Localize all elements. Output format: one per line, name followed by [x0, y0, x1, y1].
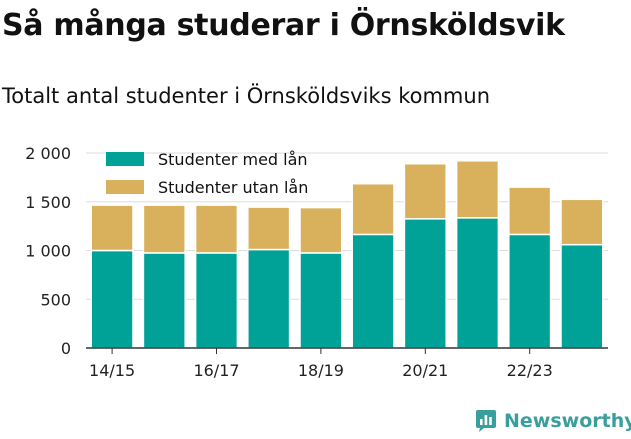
- newsworthy-logo-icon: [476, 410, 496, 432]
- newsworthy-brand: Newsworthy: [475, 406, 631, 436]
- bar-studenter-utan-lan: [351, 182, 395, 236]
- bar-studenter-utan-lan: [455, 160, 500, 219]
- bar-studenter-med-lan: [508, 233, 552, 349]
- bar-studenter-utan-lan: [403, 162, 447, 220]
- y-tick-label: 500: [40, 290, 71, 309]
- bar-studenter-utan-lan: [247, 206, 291, 251]
- y-tick-label: 0: [61, 339, 71, 358]
- y-tick-label: 1 000: [25, 242, 71, 261]
- y-tick-label: 1 500: [25, 193, 71, 212]
- bar-studenter-utan-lan: [194, 204, 239, 254]
- bar-studenter-utan-lan: [142, 204, 186, 254]
- bar-studenter-med-lan: [90, 249, 134, 349]
- y-tick-label: 2 000: [25, 144, 71, 163]
- x-tick-label: 16/17: [193, 361, 239, 380]
- bar-studenter-med-lan: [142, 252, 186, 349]
- bar-studenter-med-lan: [560, 243, 604, 349]
- x-tick-label: 20/21: [402, 361, 448, 380]
- legend-label: Studenter utan lån: [158, 178, 308, 197]
- legend: Studenter med lån Studenter utan lån: [106, 150, 308, 197]
- bar-studenter-utan-lan: [560, 198, 604, 246]
- bar-studenter-med-lan: [403, 218, 447, 349]
- x-tick-label: 14/15: [89, 361, 135, 380]
- bar-studenter-utan-lan: [508, 186, 552, 236]
- legend-swatch: [106, 152, 144, 166]
- bar-studenter-med-lan: [299, 252, 343, 349]
- chart-subtitle: Totalt antal studenter i Örnsköldsviks k…: [2, 84, 491, 108]
- legend-label: Studenter med lån: [158, 150, 308, 169]
- legend-swatch: [106, 180, 144, 194]
- bar-studenter-utan-lan: [299, 206, 343, 254]
- bar-studenter-utan-lan: [90, 204, 134, 252]
- bar-studenter-med-lan: [194, 252, 239, 349]
- brand-name: Newsworthy: [504, 410, 631, 432]
- x-tick-label: 18/19: [298, 361, 344, 380]
- bar-studenter-med-lan: [247, 248, 291, 349]
- y-axis-ticks: 0 500 1 000 1 500 2 000: [25, 144, 71, 358]
- bar-studenter-med-lan: [455, 217, 500, 349]
- x-axis: 14/15 16/17 18/19 20/21 22/23: [86, 347, 608, 380]
- chart-title: Så många studerar i Örnsköldsvik: [2, 8, 565, 43]
- bar-studenter-med-lan: [351, 233, 395, 349]
- x-tick-label: 22/23: [507, 361, 553, 380]
